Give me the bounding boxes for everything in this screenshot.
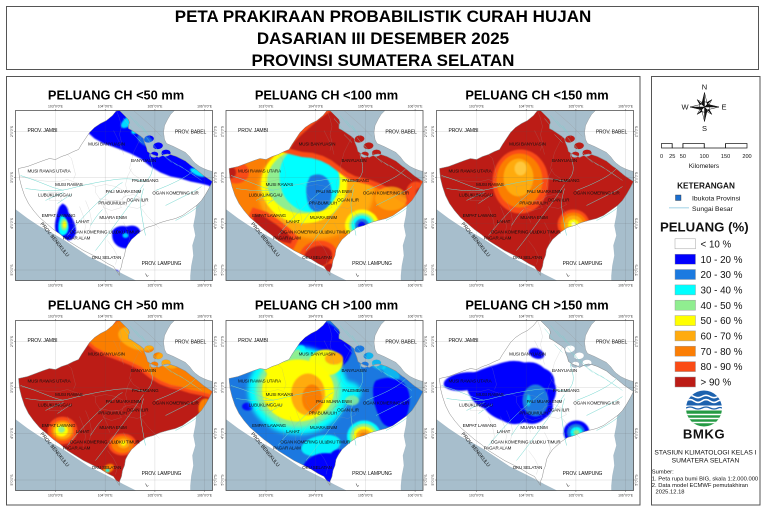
svg-text:50 - 60 %: 50 - 60 % xyxy=(701,316,743,327)
svg-text:20 - 30 %: 20 - 30 % xyxy=(701,270,743,281)
svg-text:50: 50 xyxy=(680,154,686,160)
svg-text:PELUANG CH >50 mm: PELUANG CH >50 mm xyxy=(48,298,184,313)
svg-text:70 - 80 %: 70 - 80 % xyxy=(701,347,743,358)
svg-text:100: 100 xyxy=(700,154,709,160)
svg-text:SUMATERA SELATAN: SUMATERA SELATAN xyxy=(672,457,740,464)
svg-text:40 - 50 %: 40 - 50 % xyxy=(701,301,743,312)
svg-text:PELUANG CH <100 mm: PELUANG CH <100 mm xyxy=(255,88,398,103)
svg-text:Sungai Besar: Sungai Besar xyxy=(692,206,734,213)
svg-text:60 - 70 %: 60 - 70 % xyxy=(701,332,743,343)
svg-text:BMKG: BMKG xyxy=(683,427,725,442)
svg-text:PROVINSI SUMATERA SELATAN: PROVINSI SUMATERA SELATAN xyxy=(252,51,515,70)
svg-text:PELUANG CH >100 mm: PELUANG CH >100 mm xyxy=(255,298,398,313)
svg-text:Ibukota Provinsi: Ibukota Provinsi xyxy=(692,196,741,203)
svg-text:2025.12.18: 2025.12.18 xyxy=(656,490,685,496)
svg-text:PETA PRAKIRAAN PROBABILISTIK C: PETA PRAKIRAAN PROBABILISTIK CURAH HUJAN xyxy=(175,7,592,26)
svg-text:0: 0 xyxy=(660,154,663,160)
svg-text:1. Peta rupa bumi BIG, skala 1: 1. Peta rupa bumi BIG, skala 1:2.000.000 xyxy=(652,476,758,482)
svg-text:Kilometers: Kilometers xyxy=(689,163,719,170)
svg-text:150: 150 xyxy=(721,154,730,160)
svg-text:> 90 %: > 90 % xyxy=(701,378,732,389)
svg-text:PELUANG CH <150 mm: PELUANG CH <150 mm xyxy=(465,88,608,103)
svg-text:KETERANGAN: KETERANGAN xyxy=(677,181,735,190)
svg-text:PELUANG (%): PELUANG (%) xyxy=(660,220,749,235)
svg-text:10 - 20 %: 10 - 20 % xyxy=(701,255,743,266)
svg-text:30 - 40 %: 30 - 40 % xyxy=(701,286,743,297)
svg-text:PELUANG CH >150 mm: PELUANG CH >150 mm xyxy=(465,298,608,313)
svg-text:DASARIAN III DESEMBER 2025: DASARIAN III DESEMBER 2025 xyxy=(257,29,509,48)
svg-text:S: S xyxy=(702,124,707,133)
svg-text:W: W xyxy=(681,103,689,112)
svg-text:< 10 %: < 10 % xyxy=(701,239,732,250)
svg-text:Sumber:: Sumber: xyxy=(652,470,674,476)
svg-text:STASIUN KLIMATOLOGI KELAS I: STASIUN KLIMATOLOGI KELAS I xyxy=(654,450,756,457)
svg-text:25: 25 xyxy=(669,154,675,160)
svg-text:2. Data model ECMWF pemutakhir: 2. Data model ECMWF pemutakhiran xyxy=(652,483,748,489)
svg-text:E: E xyxy=(721,103,726,112)
svg-text:80 - 90 %: 80 - 90 % xyxy=(701,362,743,373)
svg-text:N: N xyxy=(702,83,707,92)
svg-text:PELUANG CH <50 mm: PELUANG CH <50 mm xyxy=(48,88,184,103)
svg-text:200: 200 xyxy=(742,154,751,160)
